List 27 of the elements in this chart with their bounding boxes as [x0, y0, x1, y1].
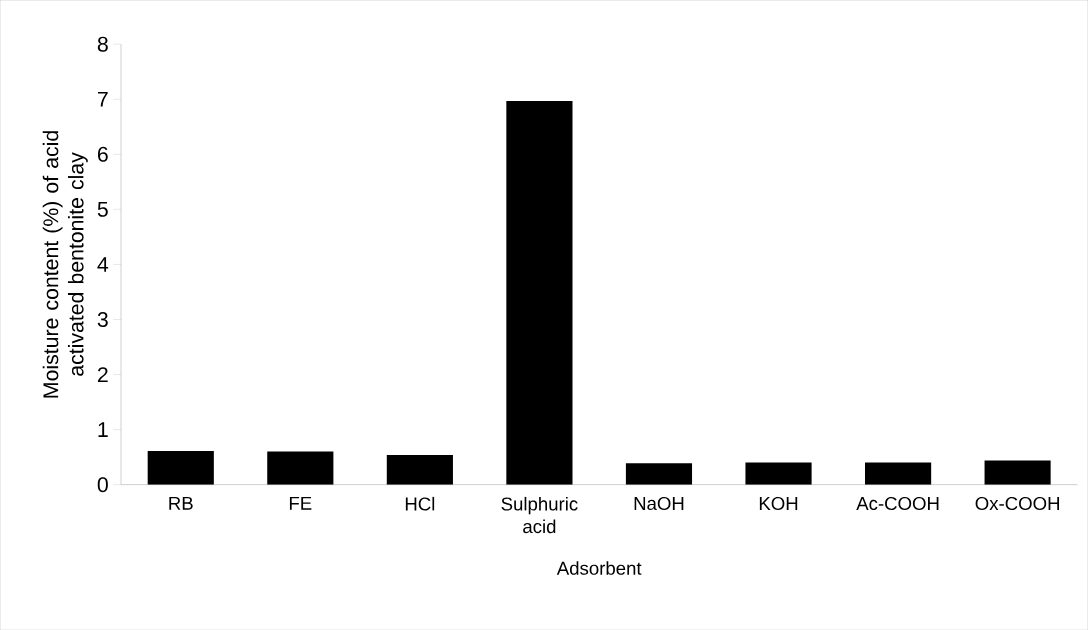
x-tick-label: RB: [169, 496, 193, 510]
bar: [267, 451, 334, 485]
bar: [865, 462, 932, 485]
y-tick-label: 4: [97, 257, 109, 272]
bar: [625, 463, 693, 485]
bar: [984, 460, 1051, 485]
y-tick-label: 1: [98, 422, 108, 437]
bar: [506, 100, 573, 485]
y-tick-label: 2: [97, 367, 108, 382]
bar: [386, 454, 453, 485]
y-tick-label: 6: [97, 146, 108, 162]
bar: [745, 462, 812, 485]
y-tick-label: 8: [97, 36, 108, 52]
x-tick-label: NaOH: [634, 496, 684, 510]
x-tick-label: Sulphuric acid: [501, 496, 578, 534]
y-tick-label: 7: [97, 91, 108, 107]
x-tick-label: Ox-COOH: [975, 496, 1060, 510]
x-tick-label: Ac-COOH: [856, 496, 939, 510]
x-axis-title: Adsorbent: [556, 561, 642, 575]
bar: [147, 450, 214, 485]
y-tick-label: 5: [97, 201, 108, 217]
y-tick-label: 3: [97, 311, 108, 327]
y-axis-title: Moisture content (%) of acid activated bentonite clay: [42, 131, 88, 398]
y-tick-label: 0: [97, 477, 108, 493]
x-tick-label: FE: [289, 496, 312, 510]
x-tick-label: KOH: [759, 496, 798, 510]
x-tick-label: HCl: [405, 496, 435, 511]
